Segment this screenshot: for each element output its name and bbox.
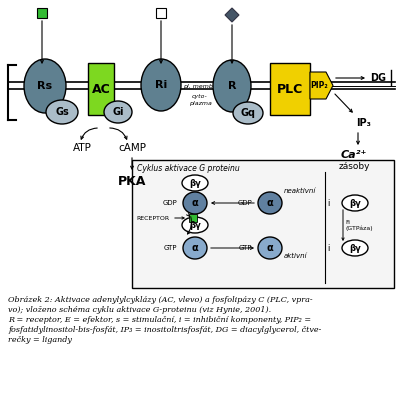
Text: cAMP: cAMP: [118, 143, 146, 153]
Ellipse shape: [46, 100, 78, 124]
Text: plazma: plazma: [188, 100, 212, 106]
Text: GTP: GTP: [238, 245, 252, 251]
Ellipse shape: [141, 59, 181, 111]
Ellipse shape: [182, 217, 208, 233]
Text: βγ: βγ: [349, 199, 361, 208]
Text: Gq: Gq: [240, 108, 256, 118]
Text: Ca²⁺: Ca²⁺: [341, 150, 367, 160]
Text: zásoby: zásoby: [338, 162, 370, 171]
Text: cyto-: cyto-: [192, 93, 208, 98]
Text: pl. membr.: pl. membr.: [183, 84, 217, 89]
Text: Gs: Gs: [55, 107, 69, 117]
Text: α: α: [192, 198, 198, 208]
Text: Fi
(GTPáza): Fi (GTPáza): [345, 220, 373, 231]
Text: i: i: [327, 199, 329, 208]
Text: RECEPTOR: RECEPTOR: [136, 216, 169, 221]
Text: Ri: Ri: [155, 80, 167, 90]
Text: aktivní: aktivní: [284, 253, 308, 259]
Text: βγ: βγ: [189, 221, 201, 229]
Ellipse shape: [104, 101, 132, 123]
Bar: [270, 63, 310, 115]
Text: DG: DG: [370, 73, 386, 83]
Polygon shape: [310, 72, 333, 99]
Text: α: α: [267, 243, 273, 253]
Text: R = receptor, E = efektor, s = stimulační, i = inhibiční komponenty, PIP₂ =: R = receptor, E = efektor, s = stimulačn…: [8, 316, 311, 324]
Text: IP₃: IP₃: [356, 118, 371, 128]
Text: PLC: PLC: [277, 82, 303, 95]
Text: ATP: ATP: [72, 143, 92, 153]
Bar: [37, 8, 47, 18]
Text: neaktivní: neaktivní: [284, 188, 316, 194]
Text: i: i: [327, 243, 329, 253]
Ellipse shape: [213, 60, 251, 112]
Text: Rs: Rs: [38, 81, 52, 91]
Ellipse shape: [182, 175, 208, 191]
Ellipse shape: [183, 237, 207, 259]
Ellipse shape: [183, 192, 207, 214]
Text: GTP: GTP: [164, 245, 177, 251]
Text: GDP: GDP: [162, 200, 177, 206]
Ellipse shape: [258, 192, 282, 214]
Ellipse shape: [24, 59, 66, 113]
Ellipse shape: [233, 102, 263, 124]
Text: R: R: [228, 81, 236, 91]
Ellipse shape: [342, 240, 368, 256]
Text: GDP: GDP: [237, 200, 252, 206]
Ellipse shape: [258, 237, 282, 259]
Polygon shape: [225, 8, 239, 22]
Text: βγ: βγ: [189, 178, 201, 188]
Text: vo); vloženo schéma cyklu aktivace G-proteinu (viz Hynie, 2001).: vo); vloženo schéma cyklu aktivace G-pro…: [8, 306, 271, 314]
FancyBboxPatch shape: [132, 160, 394, 288]
Text: PIP₂: PIP₂: [310, 81, 328, 90]
Bar: [88, 63, 114, 115]
Text: AC: AC: [92, 82, 110, 95]
Text: βγ: βγ: [349, 243, 361, 253]
Bar: [156, 8, 166, 18]
Text: α: α: [267, 198, 273, 208]
Text: α: α: [192, 243, 198, 253]
Text: rečky = ligandy: rečky = ligandy: [8, 336, 72, 344]
Text: Obrázek 2: Aktivace adenylylcyklázy (AC, vlevo) a fosfolipázy C (PLC, vpra-: Obrázek 2: Aktivace adenylylcyklázy (AC,…: [8, 296, 313, 304]
Text: Cyklus aktivace G proteinu: Cyklus aktivace G proteinu: [137, 164, 240, 173]
Text: Gi: Gi: [112, 107, 124, 117]
Bar: [189, 214, 197, 222]
Text: PKA: PKA: [118, 175, 146, 188]
Ellipse shape: [342, 195, 368, 211]
Text: fosfatidylinositol-bis-fosfát, IP₃ = inositoltrisfosfát, DG = diacylglycerol, čt: fosfatidylinositol-bis-fosfát, IP₃ = ino…: [8, 326, 321, 334]
